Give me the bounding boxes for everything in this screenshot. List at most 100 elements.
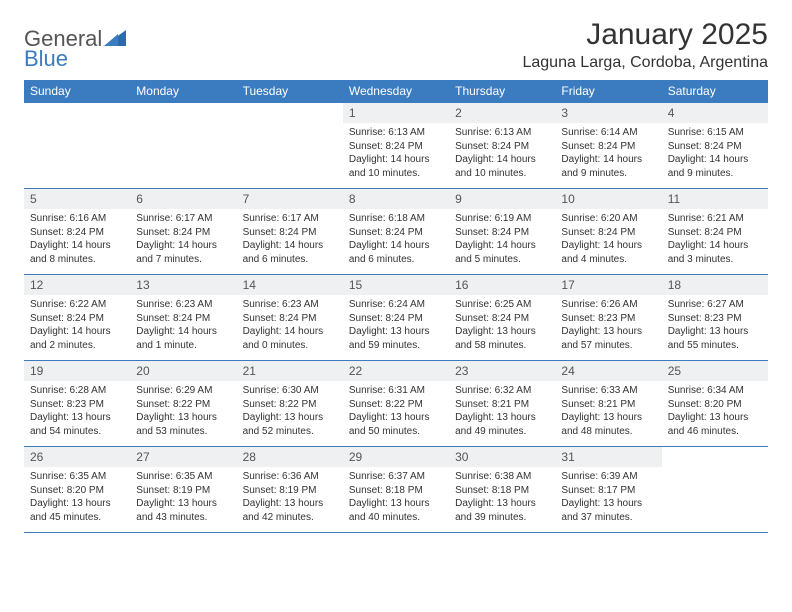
sunset-text: Sunset: 8:24 PM [136,226,230,240]
calendar-cell: 4Sunrise: 6:15 AMSunset: 8:24 PMDaylight… [662,103,768,189]
calendar-cell: 31Sunrise: 6:39 AMSunset: 8:17 PMDayligh… [555,447,661,533]
sunrise-text: Sunrise: 6:23 AM [243,298,337,312]
day-details: Sunrise: 6:30 AMSunset: 8:22 PMDaylight:… [237,381,343,441]
sunset-text: Sunset: 8:24 PM [561,226,655,240]
day-number: 26 [24,447,130,467]
day-details: Sunrise: 6:32 AMSunset: 8:21 PMDaylight:… [449,381,555,441]
day-number: 6 [130,189,236,209]
calendar-cell: 3Sunrise: 6:14 AMSunset: 8:24 PMDaylight… [555,103,661,189]
sunset-text: Sunset: 8:23 PM [30,398,124,412]
day-number: 31 [555,447,661,467]
sunset-text: Sunset: 8:24 PM [455,312,549,326]
day-details: Sunrise: 6:16 AMSunset: 8:24 PMDaylight:… [24,209,130,269]
calendar-cell [130,103,236,189]
day-details: Sunrise: 6:25 AMSunset: 8:24 PMDaylight:… [449,295,555,355]
sunrise-text: Sunrise: 6:33 AM [561,384,655,398]
sunset-text: Sunset: 8:18 PM [455,484,549,498]
daylight-text: Daylight: 14 hours and 6 minutes. [243,239,337,266]
daylight-text: Daylight: 14 hours and 1 minute. [136,325,230,352]
calendar-table: SundayMondayTuesdayWednesdayThursdayFrid… [24,80,768,533]
sunset-text: Sunset: 8:24 PM [349,140,443,154]
sunrise-text: Sunrise: 6:28 AM [30,384,124,398]
calendar-cell: 23Sunrise: 6:32 AMSunset: 8:21 PMDayligh… [449,361,555,447]
sunrise-text: Sunrise: 6:20 AM [561,212,655,226]
day-details: Sunrise: 6:39 AMSunset: 8:17 PMDaylight:… [555,467,661,527]
daylight-text: Daylight: 13 hours and 57 minutes. [561,325,655,352]
sunset-text: Sunset: 8:23 PM [561,312,655,326]
day-details: Sunrise: 6:17 AMSunset: 8:24 PMDaylight:… [130,209,236,269]
brand-part2-wrap: Blue [24,46,68,72]
daylight-text: Daylight: 13 hours and 42 minutes. [243,497,337,524]
sunset-text: Sunset: 8:24 PM [668,226,762,240]
sunset-text: Sunset: 8:20 PM [30,484,124,498]
calendar-cell: 8Sunrise: 6:18 AMSunset: 8:24 PMDaylight… [343,189,449,275]
day-number: 7 [237,189,343,209]
daylight-text: Daylight: 14 hours and 9 minutes. [668,153,762,180]
title-block: January 2025 Laguna Larga, Cordoba, Arge… [522,18,768,72]
day-details: Sunrise: 6:24 AMSunset: 8:24 PMDaylight:… [343,295,449,355]
sunset-text: Sunset: 8:24 PM [30,226,124,240]
sunrise-text: Sunrise: 6:13 AM [349,126,443,140]
day-details: Sunrise: 6:13 AMSunset: 8:24 PMDaylight:… [343,123,449,183]
sunset-text: Sunset: 8:24 PM [349,312,443,326]
sunrise-text: Sunrise: 6:35 AM [136,470,230,484]
day-details: Sunrise: 6:13 AMSunset: 8:24 PMDaylight:… [449,123,555,183]
sunrise-text: Sunrise: 6:19 AM [455,212,549,226]
day-number: 15 [343,275,449,295]
day-details: Sunrise: 6:21 AMSunset: 8:24 PMDaylight:… [662,209,768,269]
sunset-text: Sunset: 8:24 PM [349,226,443,240]
weekday-header: Saturday [662,80,768,103]
day-details: Sunrise: 6:23 AMSunset: 8:24 PMDaylight:… [130,295,236,355]
day-number: 22 [343,361,449,381]
calendar-cell: 15Sunrise: 6:24 AMSunset: 8:24 PMDayligh… [343,275,449,361]
calendar-cell: 20Sunrise: 6:29 AMSunset: 8:22 PMDayligh… [130,361,236,447]
day-details: Sunrise: 6:22 AMSunset: 8:24 PMDaylight:… [24,295,130,355]
day-details: Sunrise: 6:37 AMSunset: 8:18 PMDaylight:… [343,467,449,527]
sunset-text: Sunset: 8:24 PM [561,140,655,154]
daylight-text: Daylight: 14 hours and 0 minutes. [243,325,337,352]
weekday-header: Tuesday [237,80,343,103]
day-details: Sunrise: 6:17 AMSunset: 8:24 PMDaylight:… [237,209,343,269]
location-text: Laguna Larga, Cordoba, Argentina [522,54,768,72]
sunrise-text: Sunrise: 6:35 AM [30,470,124,484]
day-number: 25 [662,361,768,381]
sunrise-text: Sunrise: 6:21 AM [668,212,762,226]
calendar-cell: 17Sunrise: 6:26 AMSunset: 8:23 PMDayligh… [555,275,661,361]
calendar-cell: 14Sunrise: 6:23 AMSunset: 8:24 PMDayligh… [237,275,343,361]
day-details: Sunrise: 6:20 AMSunset: 8:24 PMDaylight:… [555,209,661,269]
day-details: Sunrise: 6:34 AMSunset: 8:20 PMDaylight:… [662,381,768,441]
day-number: 29 [343,447,449,467]
sunset-text: Sunset: 8:24 PM [668,140,762,154]
calendar-cell: 27Sunrise: 6:35 AMSunset: 8:19 PMDayligh… [130,447,236,533]
day-number: 3 [555,103,661,123]
day-number: 11 [662,189,768,209]
day-number: 4 [662,103,768,123]
day-number: 13 [130,275,236,295]
sunrise-text: Sunrise: 6:37 AM [349,470,443,484]
month-title: January 2025 [522,18,768,52]
sunrise-text: Sunrise: 6:24 AM [349,298,443,312]
calendar-cell: 21Sunrise: 6:30 AMSunset: 8:22 PMDayligh… [237,361,343,447]
calendar-cell: 28Sunrise: 6:36 AMSunset: 8:19 PMDayligh… [237,447,343,533]
calendar-cell: 16Sunrise: 6:25 AMSunset: 8:24 PMDayligh… [449,275,555,361]
sunset-text: Sunset: 8:21 PM [455,398,549,412]
weekday-header: Thursday [449,80,555,103]
daylight-text: Daylight: 13 hours and 54 minutes. [30,411,124,438]
sunrise-text: Sunrise: 6:30 AM [243,384,337,398]
day-details: Sunrise: 6:31 AMSunset: 8:22 PMDaylight:… [343,381,449,441]
sunrise-text: Sunrise: 6:17 AM [243,212,337,226]
day-number: 12 [24,275,130,295]
day-number: 10 [555,189,661,209]
daylight-text: Daylight: 13 hours and 37 minutes. [561,497,655,524]
daylight-text: Daylight: 13 hours and 39 minutes. [455,497,549,524]
sunrise-text: Sunrise: 6:29 AM [136,384,230,398]
sunrise-text: Sunrise: 6:16 AM [30,212,124,226]
calendar-cell: 18Sunrise: 6:27 AMSunset: 8:23 PMDayligh… [662,275,768,361]
calendar-cell: 11Sunrise: 6:21 AMSunset: 8:24 PMDayligh… [662,189,768,275]
calendar-week: 12Sunrise: 6:22 AMSunset: 8:24 PMDayligh… [24,275,768,361]
sunset-text: Sunset: 8:24 PM [243,226,337,240]
calendar-body: 1Sunrise: 6:13 AMSunset: 8:24 PMDaylight… [24,103,768,533]
calendar-cell: 6Sunrise: 6:17 AMSunset: 8:24 PMDaylight… [130,189,236,275]
day-details: Sunrise: 6:18 AMSunset: 8:24 PMDaylight:… [343,209,449,269]
daylight-text: Daylight: 13 hours and 58 minutes. [455,325,549,352]
